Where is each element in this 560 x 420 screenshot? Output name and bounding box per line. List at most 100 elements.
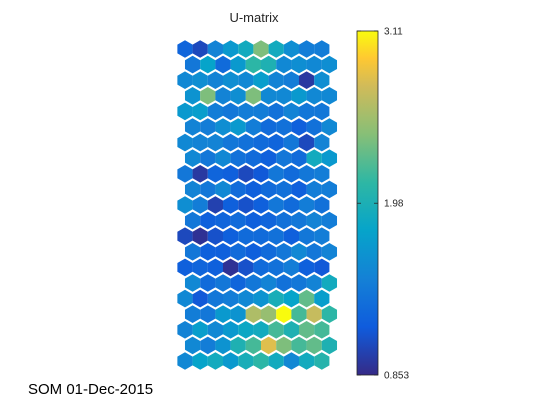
hex-cell bbox=[184, 55, 201, 74]
hex-cell bbox=[215, 211, 231, 230]
hex-cell bbox=[238, 71, 254, 89]
hex-cell bbox=[306, 274, 322, 292]
hex-cell bbox=[192, 165, 208, 183]
hex-cell bbox=[260, 243, 277, 261]
hex-cell bbox=[298, 289, 315, 308]
hex-cell bbox=[306, 55, 322, 74]
hex-cell bbox=[245, 55, 262, 74]
hex-cell bbox=[268, 102, 284, 121]
footer-label: SOM 01-Dec-2015 bbox=[28, 381, 153, 398]
hex-cell bbox=[283, 133, 300, 152]
hex-cell bbox=[192, 227, 208, 245]
colorbar-ticks: 0.853 1.98 3.11 bbox=[357, 27, 409, 382]
hex-cell bbox=[291, 118, 307, 136]
hex-cell bbox=[207, 227, 224, 245]
hex-cell bbox=[215, 305, 231, 323]
hex-cell bbox=[245, 211, 262, 230]
hex-cell bbox=[253, 227, 269, 245]
hex-cell bbox=[306, 180, 322, 199]
hex-cell bbox=[192, 258, 208, 277]
hex-cell bbox=[260, 118, 277, 136]
hex-cell bbox=[200, 274, 216, 292]
hex-cell bbox=[314, 258, 330, 277]
hex-cell bbox=[222, 227, 239, 245]
hex-cell bbox=[306, 243, 322, 261]
hex-cell bbox=[260, 180, 277, 199]
hex-cell bbox=[192, 40, 208, 58]
hex-cell bbox=[245, 243, 262, 261]
hex-cell bbox=[260, 211, 277, 230]
hex-cell bbox=[230, 118, 246, 136]
hex-cell bbox=[177, 71, 193, 89]
hex-cell bbox=[298, 102, 315, 121]
hex-cell bbox=[222, 133, 239, 152]
hex-cell bbox=[230, 211, 246, 230]
hex-cell bbox=[230, 149, 246, 167]
hex-cell bbox=[177, 289, 193, 308]
hex-cell bbox=[200, 118, 216, 136]
hex-cell bbox=[276, 118, 292, 136]
hex-cell bbox=[291, 336, 307, 355]
hex-cell bbox=[200, 149, 216, 167]
hex-cell bbox=[200, 55, 216, 74]
chart-title: U-matrix bbox=[229, 10, 279, 25]
hex-cell bbox=[321, 180, 338, 199]
hex-cell bbox=[314, 352, 330, 370]
hex-cell bbox=[222, 102, 239, 121]
hex-cell bbox=[321, 87, 338, 105]
hex-cell bbox=[245, 336, 262, 355]
hex-cell bbox=[298, 352, 315, 370]
hex-cell bbox=[306, 336, 322, 355]
hex-cell bbox=[268, 258, 284, 277]
hex-cell bbox=[268, 289, 284, 308]
hex-cell bbox=[238, 133, 254, 152]
hex-cell bbox=[207, 102, 224, 121]
hex-cell bbox=[200, 243, 216, 261]
hex-cell bbox=[253, 289, 269, 308]
hex-cell bbox=[314, 102, 330, 121]
hex-cell bbox=[314, 196, 330, 214]
hex-cell bbox=[207, 289, 224, 308]
hex-cell bbox=[253, 71, 269, 89]
hex-cell bbox=[200, 336, 216, 355]
hex-cell bbox=[260, 55, 277, 74]
hex-cell bbox=[268, 165, 284, 183]
hex-cell bbox=[192, 71, 208, 89]
hex-cell bbox=[276, 87, 292, 105]
hex-cell bbox=[268, 196, 284, 214]
hex-cell bbox=[298, 258, 315, 277]
hex-cell bbox=[306, 305, 322, 323]
hex-cell bbox=[321, 55, 338, 74]
hex-cell bbox=[238, 352, 254, 370]
hex-cell bbox=[321, 118, 338, 136]
hex-cell bbox=[192, 133, 208, 152]
hex-cell bbox=[245, 274, 262, 292]
hex-cell bbox=[177, 258, 193, 277]
hex-cell bbox=[184, 87, 201, 105]
hex-cell bbox=[222, 321, 239, 339]
hex-cell bbox=[253, 40, 269, 58]
hex-cell bbox=[283, 227, 300, 245]
hex-cell bbox=[321, 305, 338, 323]
hex-cell bbox=[306, 87, 322, 105]
hex-cell bbox=[222, 196, 239, 214]
hex-cell bbox=[276, 305, 292, 323]
hex-cell bbox=[177, 352, 193, 370]
hex-cell bbox=[230, 305, 246, 323]
hex-cell bbox=[222, 40, 239, 58]
hex-cell bbox=[276, 55, 292, 74]
hex-cell bbox=[215, 87, 231, 105]
hex-cell bbox=[192, 289, 208, 308]
hex-cell bbox=[276, 336, 292, 355]
colorbar-tick-label: 3.11 bbox=[384, 27, 403, 38]
hex-cell bbox=[238, 102, 254, 121]
hex-cell bbox=[207, 165, 224, 183]
hex-cell bbox=[184, 149, 201, 167]
hex-cell bbox=[283, 352, 300, 370]
hex-cell bbox=[253, 133, 269, 152]
colorbar-tick-label: 0.853 bbox=[384, 371, 409, 382]
hex-cell bbox=[200, 87, 216, 105]
hex-cell bbox=[207, 321, 224, 339]
hex-cell bbox=[314, 227, 330, 245]
